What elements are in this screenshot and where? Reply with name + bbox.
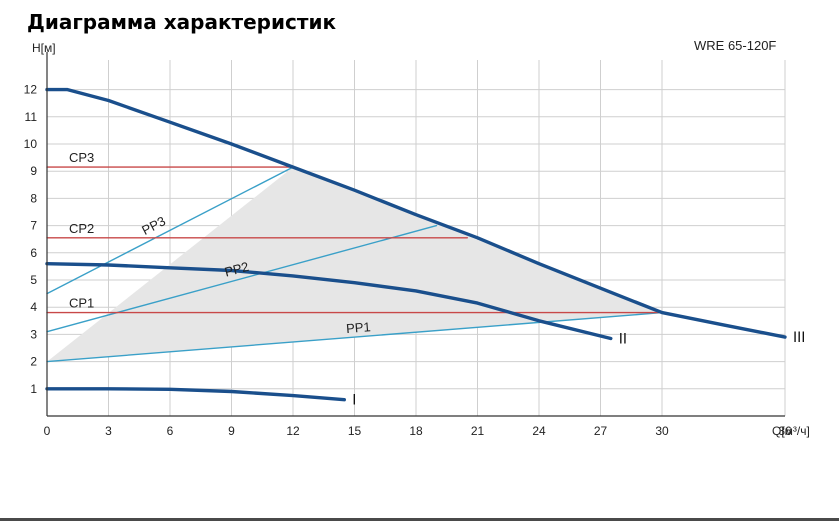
y-tick-label: 7 (30, 219, 37, 233)
x-tick-label: 12 (286, 424, 300, 438)
y-tick-label: 12 (24, 83, 38, 97)
bottom-divider (0, 518, 839, 521)
x-tick-label: 9 (228, 424, 235, 438)
series-pp3 (46, 166, 294, 295)
series-i (45, 387, 346, 402)
y-tick-label: 5 (30, 273, 37, 287)
axes: 0 3 6 9 12 15 18 21 24 27 30 36123456789101112H[м]Q… (24, 41, 810, 438)
y-tick-label: 11 (25, 110, 38, 124)
series-pp2 (46, 224, 438, 333)
y-tick-label: 3 (30, 327, 37, 341)
x-tick-label: 6 (167, 424, 174, 438)
y-tick-label: 6 (30, 246, 37, 260)
y-tick-label: 4 (30, 300, 37, 314)
label-iii: III (793, 330, 805, 346)
x-axis-label: Q[м³/ч] (772, 424, 810, 438)
x-tick-label: 0 (44, 424, 51, 438)
label-i: I (352, 393, 356, 409)
label-ii: II (619, 331, 627, 347)
series-iii (45, 87, 787, 339)
x-tick-label: 3 (105, 424, 112, 438)
y-tick-label: 10 (24, 137, 38, 151)
label-pp2: PP2 (223, 259, 251, 280)
y-tick-label: 8 (30, 191, 37, 205)
label-cp2: CP2 (69, 221, 94, 236)
x-tick-label: 27 (594, 424, 608, 438)
series-ii (45, 262, 613, 341)
x-tick-label: 30 (655, 424, 669, 438)
page-title: Диаграмма характеристик (27, 10, 337, 34)
lines (45, 87, 787, 402)
x-tick-label: 36 (778, 424, 792, 438)
x-tick-label: 24 (532, 424, 546, 438)
x-tick-label: 21 (471, 424, 485, 438)
y-tick-label: 1 (30, 382, 37, 396)
label-cp3: CP3 (69, 150, 94, 165)
y-axis-label: H[м] (32, 41, 56, 55)
y-tick-label: 2 (30, 355, 37, 369)
y-tick-label: 9 (30, 164, 37, 178)
label-cp1: CP1 (69, 296, 94, 311)
x-tick-label: 18 (409, 424, 423, 438)
model-label: WRE 65-120F (694, 38, 777, 53)
x-tick-label: 15 (348, 424, 362, 438)
label-pp1: PP1 (346, 319, 372, 336)
series-pp1 (46, 311, 663, 363)
